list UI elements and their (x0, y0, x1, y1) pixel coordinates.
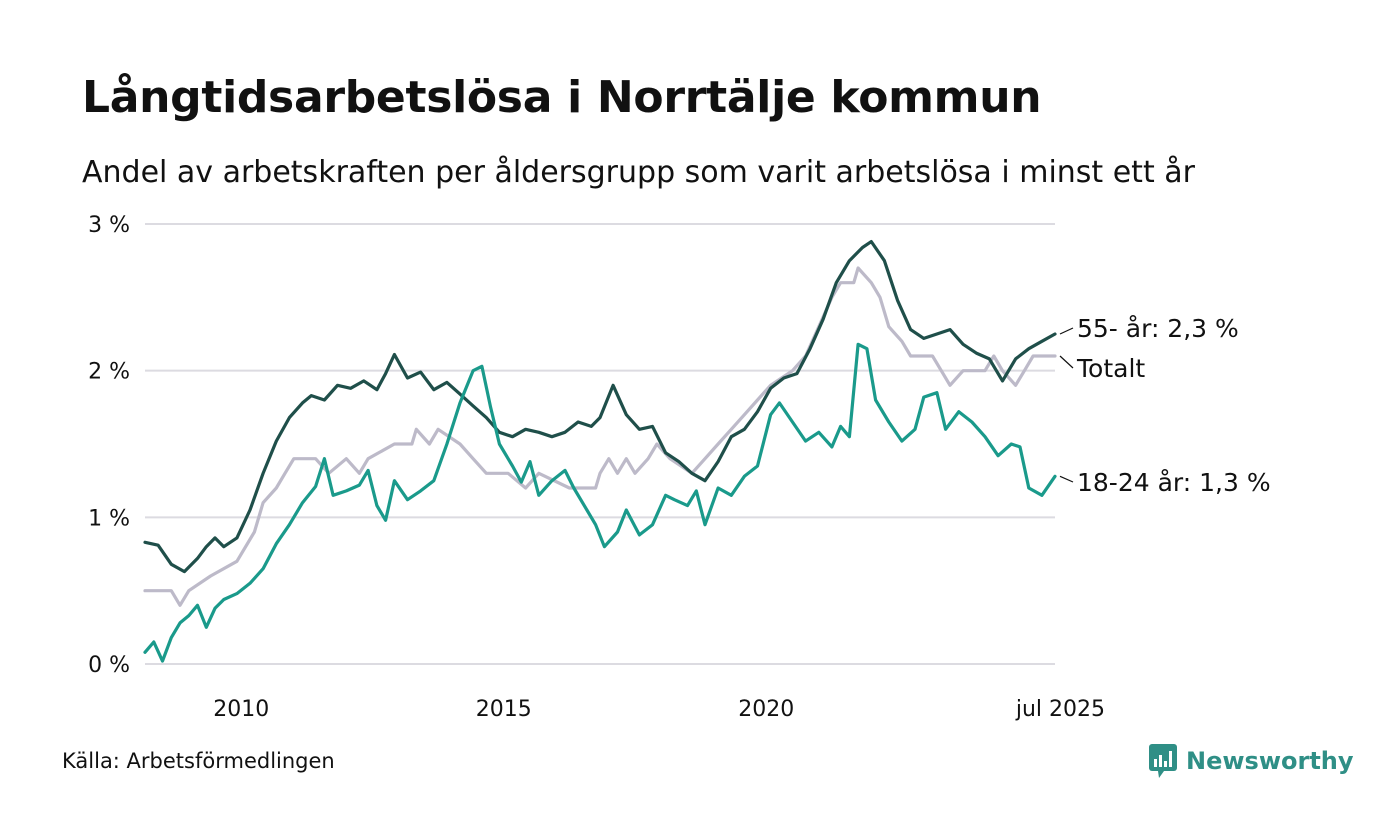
series-line-age1824 (143, 342, 1057, 663)
y-tick-label: 3 % (88, 213, 130, 238)
series-label-leader (1059, 327, 1074, 335)
series-label-age55: 55- år: 2,3 % (1077, 314, 1239, 343)
y-tick-label: 0 % (88, 653, 130, 678)
series-line-total (143, 266, 1057, 607)
x-tick-label: jul 2025 (1015, 697, 1105, 722)
x-tick-label: 2015 (476, 697, 532, 722)
y-tick-label: 1 % (88, 506, 130, 531)
series-label-leader (1059, 475, 1074, 483)
series-line-age55 (143, 240, 1057, 574)
series-label-leader (1059, 355, 1074, 369)
series-label-age1824: 18-24 år: 1,3 % (1077, 468, 1271, 497)
chart-title: Långtidsarbetslösa i Norrtälje kommun (82, 72, 1042, 123)
chart-subtitle: Andel av arbetskraften per åldersgrupp s… (82, 155, 1195, 190)
y-tick-label: 2 % (88, 360, 130, 385)
source-note: Källa: Arbetsförmedlingen (62, 749, 335, 773)
newsworthy-logo-icon (1149, 744, 1177, 778)
brand-logo: Newsworthy (1148, 742, 1354, 780)
brand-name: Newsworthy (1186, 747, 1354, 775)
x-tick-label: 2010 (213, 697, 269, 722)
series-label-total: Totalt (1076, 354, 1145, 383)
x-tick-label: 2020 (738, 697, 794, 722)
